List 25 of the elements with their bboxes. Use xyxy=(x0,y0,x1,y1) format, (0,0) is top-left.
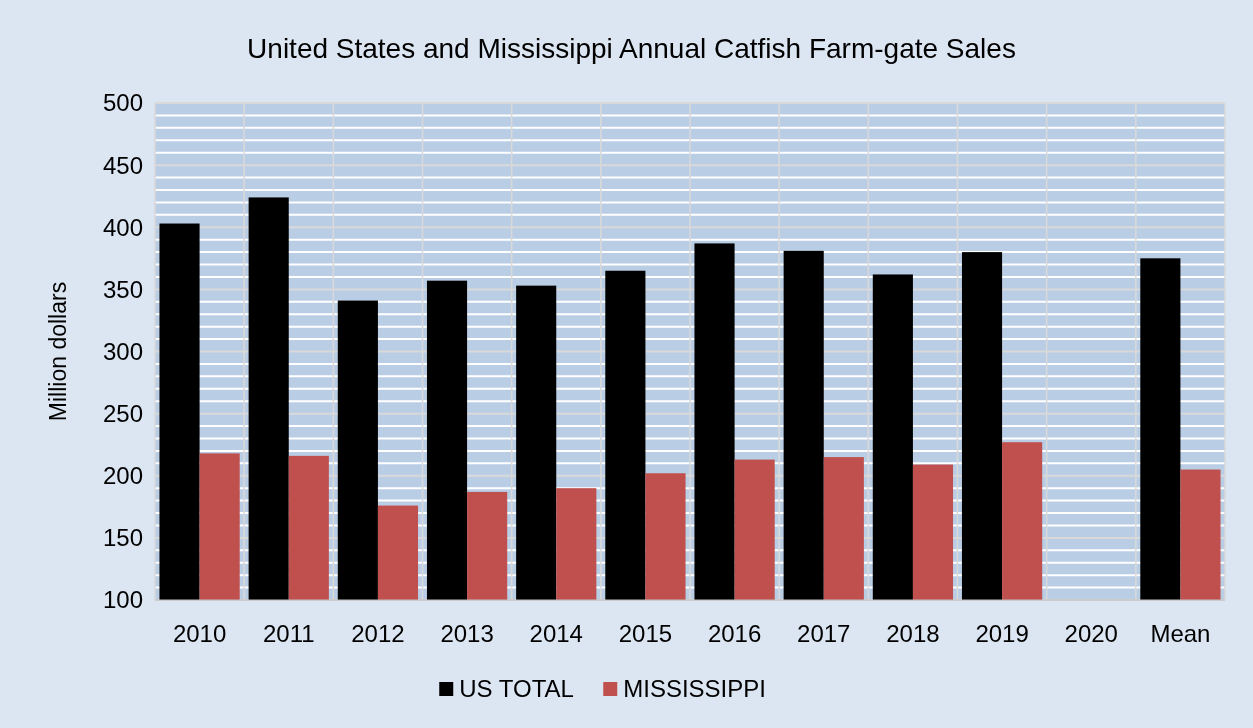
x-tick-label: 2015 xyxy=(618,620,673,647)
y-tick-label: 350 xyxy=(102,275,143,303)
legend-label: MISSISSIPPI xyxy=(623,675,766,702)
y-tick-label: 150 xyxy=(102,524,143,552)
x-tick-label: 2016 xyxy=(707,620,762,647)
legend-label: US TOTAL xyxy=(459,675,574,702)
x-tick-label: 2014 xyxy=(529,620,583,647)
y-tick-label: 500 xyxy=(102,89,143,117)
x-tick-label: 2017 xyxy=(797,620,851,647)
x-tick-label: 2013 xyxy=(440,620,494,647)
y-tick-label: 100 xyxy=(102,586,143,614)
chart-title: United States and Mississippi Annual Catfish Farm-gate Sales xyxy=(247,33,1016,64)
x-tick-label: 2011 xyxy=(262,620,315,647)
x-tick-label: 2018 xyxy=(886,620,940,647)
y-tick-label: 200 xyxy=(102,462,143,490)
x-tick-label: 2012 xyxy=(351,620,405,647)
y-tick-label: 450 xyxy=(102,151,143,179)
y-axis-title: Million dollars xyxy=(45,281,71,422)
x-tick-label: Mean xyxy=(1150,620,1211,647)
y-tick-label: 400 xyxy=(102,213,143,241)
y-tick-label: 300 xyxy=(102,337,143,365)
x-tick-label: 2020 xyxy=(1064,620,1118,647)
y-tick-label: 250 xyxy=(102,400,143,428)
x-tick-label: 2010 xyxy=(172,620,227,647)
x-tick-label: 2019 xyxy=(975,620,1029,647)
